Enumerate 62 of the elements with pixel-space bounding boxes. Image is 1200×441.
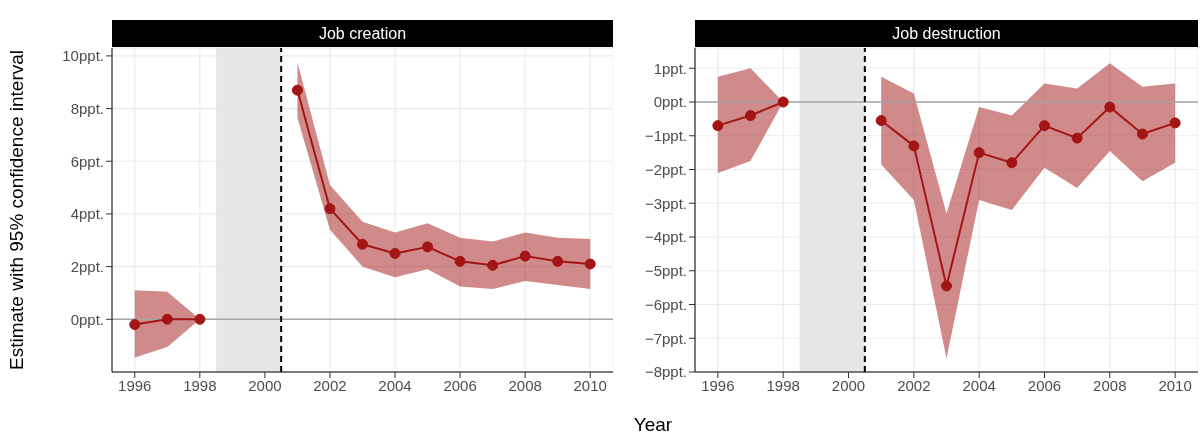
point xyxy=(712,120,724,132)
point xyxy=(1104,101,1116,113)
y-tick-label: −6ppt. xyxy=(644,295,687,313)
y-tick-label: −7ppt. xyxy=(644,329,687,347)
point xyxy=(875,115,887,127)
point xyxy=(194,313,206,325)
point xyxy=(324,203,336,215)
y-tick-label: 2ppt. xyxy=(70,257,104,275)
y-tick-label: −4ppt. xyxy=(644,228,687,246)
point xyxy=(973,147,985,159)
point xyxy=(584,258,596,270)
chart-title: Job destruction xyxy=(695,20,1198,47)
x-tick-label: 2004 xyxy=(962,376,996,394)
y-tick-label: −1ppt. xyxy=(644,127,687,145)
point xyxy=(1006,157,1018,169)
point xyxy=(1136,128,1148,140)
y-tick-label: 1ppt. xyxy=(653,59,687,77)
y-tick-label: −8ppt. xyxy=(644,363,687,381)
x-tick-label: 2010 xyxy=(573,376,607,394)
x-tick-label: 2010 xyxy=(1158,376,1192,394)
x-tick-label: 1998 xyxy=(766,376,800,394)
y-tick-label: −2ppt. xyxy=(644,160,687,178)
point xyxy=(454,255,466,267)
point xyxy=(291,84,303,96)
point xyxy=(745,110,757,121)
y-tick-label: 8ppt. xyxy=(70,99,104,117)
y-tick-label: −5ppt. xyxy=(644,262,687,280)
point xyxy=(908,140,920,152)
y-tick-label: 4ppt. xyxy=(70,205,104,223)
point xyxy=(389,247,401,259)
point xyxy=(161,313,173,325)
point xyxy=(357,238,368,250)
point xyxy=(1071,132,1083,144)
x-tick-label: 1996 xyxy=(118,376,152,394)
point xyxy=(422,241,434,253)
point xyxy=(519,250,531,262)
y-axis-title: Estimate with 95% confidence interval xyxy=(5,50,27,370)
point xyxy=(941,280,952,292)
x-tick-label: 2000 xyxy=(831,376,866,394)
y-tick-label: 6ppt. xyxy=(70,152,104,170)
point xyxy=(129,319,141,331)
point xyxy=(1169,117,1181,129)
y-tick-label: 10ppt. xyxy=(62,47,104,65)
x-tick-label: 2002 xyxy=(897,376,931,394)
x-tick-label: 2000 xyxy=(248,376,282,394)
point xyxy=(487,259,499,271)
x-tick-label: 2008 xyxy=(1093,376,1127,394)
point xyxy=(552,255,564,267)
y-tick-label: −3ppt. xyxy=(644,194,687,212)
x-tick-label: 2004 xyxy=(378,376,412,394)
x-tick-label: 1998 xyxy=(183,376,217,394)
y-tick-label: 0ppt. xyxy=(70,310,104,328)
x-tick-label: 1996 xyxy=(701,376,735,394)
x-tick-label: 2008 xyxy=(508,376,542,394)
x-tick-label: 2006 xyxy=(443,376,477,394)
chart-title: Job creation xyxy=(112,20,613,47)
x-axis-title: Year xyxy=(632,414,674,436)
point xyxy=(777,96,789,108)
x-tick-label: 2002 xyxy=(313,376,347,394)
point xyxy=(1038,120,1050,132)
y-tick-label: 0ppt. xyxy=(653,93,687,111)
x-tick-label: 2006 xyxy=(1027,376,1062,394)
